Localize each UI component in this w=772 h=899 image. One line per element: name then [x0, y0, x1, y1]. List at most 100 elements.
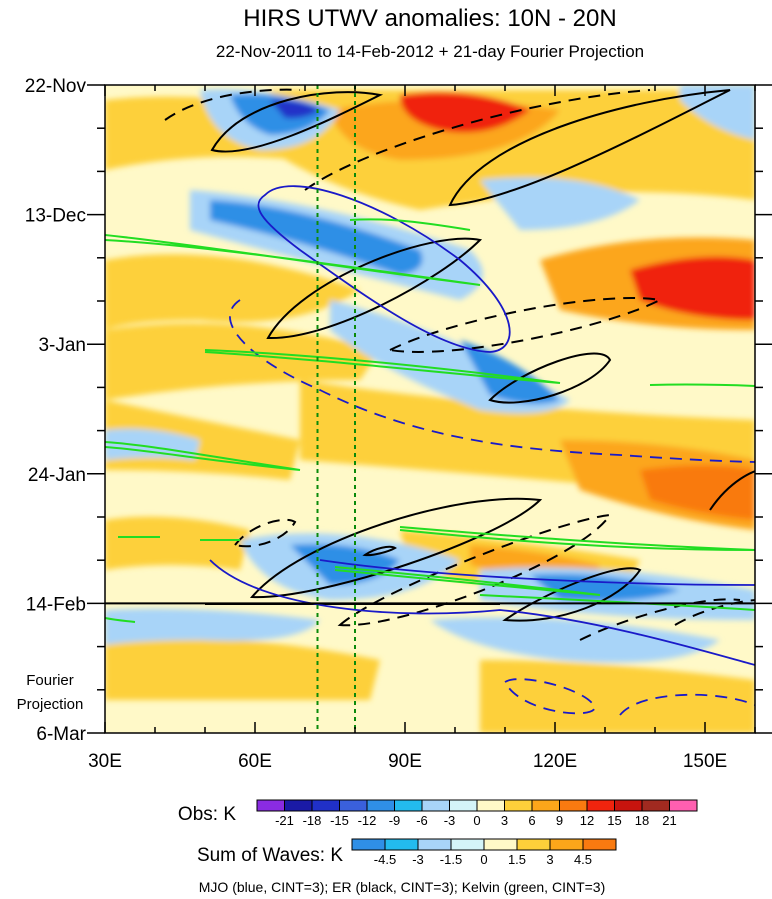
colorbar-label: 15: [607, 813, 621, 828]
colorbar-box: [384, 838, 419, 851]
cool-anomaly: [270, 99, 320, 119]
er-contour: [210, 91, 384, 153]
er-contour: [709, 470, 755, 511]
warm-anomaly: [480, 660, 755, 733]
footnote: MJO (blue, CINT=3); ER (black, CINT=3); …: [199, 879, 606, 895]
er-contour: [448, 89, 731, 207]
plot-frame: [104, 84, 756, 734]
colorbar-label: -15: [330, 813, 349, 828]
colorbar-label: 1.5: [508, 852, 526, 867]
y-tick-label: 22-Nov: [25, 76, 87, 97]
colorbar-label: -4.5: [374, 852, 396, 867]
er-contour: [249, 497, 543, 599]
projection-label-line1: Fourier: [26, 672, 74, 689]
er-contours: [164, 88, 755, 641]
warm-anomaly: [105, 637, 380, 700]
colorbar-label: 4.5: [574, 852, 592, 867]
colorbar-label: 12: [580, 813, 594, 828]
colorbar-box: [531, 799, 560, 812]
y-axis: 22-Nov 13-Dec 3-Jan 24-Jan 14-Feb 6-Mar: [25, 76, 772, 745]
colorbar-box: [311, 799, 340, 812]
cool-anomaly: [460, 340, 560, 404]
obs-colorbar: -21 -18 -15 -12 -9 -6 -3 0 3 6 9 12 15 18 21: [256, 799, 698, 828]
er-contour-dashed: [304, 89, 651, 191]
colorbar-box: [256, 799, 285, 812]
colorbar-label: -21: [275, 813, 294, 828]
mjo-contour: [209, 559, 755, 666]
colorbar-label: 3: [546, 852, 553, 867]
x-tick-label: 120E: [533, 751, 577, 772]
colorbar-box: [476, 799, 505, 812]
colorbar-box: [582, 838, 617, 851]
y-tick-label: 3-Jan: [38, 335, 86, 356]
x-tick-label: 150E: [683, 751, 727, 772]
colorbar-box: [421, 799, 450, 812]
er-contour: [266, 237, 483, 340]
colorbar-box: [284, 799, 313, 812]
er-contour-dashed: [337, 513, 613, 627]
kelvin-contour: [334, 566, 601, 596]
chart-subtitle: 22-Nov-2011 to 14-Feb-2012 + 21-day Four…: [216, 42, 644, 61]
kelvin-contour: [105, 617, 136, 623]
mjo-contour-dashed: [229, 299, 755, 463]
y-tick-label: 24-Jan: [28, 465, 86, 486]
cool-anomaly: [105, 428, 200, 460]
er-contour-dashed: [233, 518, 297, 548]
warm-anomaly: [105, 254, 360, 330]
warm-anomaly: [105, 516, 250, 570]
colorbar-label: 6: [528, 813, 535, 828]
kelvin-contour: [105, 441, 301, 471]
colorbar-box: [351, 838, 386, 851]
warm-anomaly: [640, 465, 755, 520]
x-tick-label: 30E: [88, 751, 122, 772]
warm-anomaly: [630, 256, 755, 320]
kelvin-contour: [399, 526, 755, 551]
mjo-contour: [319, 559, 755, 586]
colorbar-box: [641, 799, 670, 812]
colorbar-box: [504, 799, 533, 812]
colorbar-label: 0: [473, 813, 480, 828]
colorbar-label: 0: [480, 852, 487, 867]
warm-anomaly: [105, 400, 300, 480]
kelvin-contour: [204, 349, 561, 384]
colorbar-label: 3: [501, 813, 508, 828]
projection-label-line2: Projection: [17, 696, 84, 713]
cool-anomaly: [480, 177, 640, 230]
colorbar-box: [559, 799, 588, 812]
cool-anomaly: [210, 200, 423, 275]
cool-anomaly: [430, 617, 720, 663]
colorbar-label: -1.5: [440, 852, 462, 867]
x-axis: 30E 60E 90E 120E 150E: [88, 85, 756, 772]
colorbar-label: -9: [389, 813, 401, 828]
y-tick-label: 6-Mar: [36, 724, 86, 745]
colorbar-label: -18: [303, 813, 322, 828]
chart-title: HIRS UTWV anomalies: 10N - 20N: [243, 5, 616, 32]
mjo-contours: [209, 185, 755, 716]
colorbar-box: [483, 838, 518, 851]
kelvin-contour: [349, 218, 471, 231]
waves-colorbar: -4.5 -3 -1.5 0 1.5 3 4.5: [351, 838, 617, 867]
colorbar-label: -3: [412, 852, 424, 867]
colorbar-box: [449, 799, 478, 812]
cool-anomaly: [105, 608, 320, 645]
colorbar-label: -6: [416, 813, 428, 828]
er-contour: [362, 545, 397, 557]
obs-legend-label: Obs: K: [178, 804, 236, 825]
colorbar-box: [549, 838, 584, 851]
waves-legend-label: Sum of Waves: K: [197, 845, 343, 866]
colorbar-box: [614, 799, 643, 812]
y-tick-label: 13-Dec: [25, 206, 86, 227]
colorbar-label: -3: [444, 813, 456, 828]
mjo-contour-dashed: [619, 693, 755, 716]
colorbar-box: [394, 799, 423, 812]
colorbar-label: -12: [358, 813, 377, 828]
reference-longitudes: [316, 85, 356, 733]
colorbar-box: [366, 799, 395, 812]
cool-anomaly: [680, 85, 755, 140]
plot-area: [105, 85, 755, 733]
colorbar-box: [417, 838, 452, 851]
warm-anomaly: [400, 92, 530, 133]
kelvin-contour: [649, 383, 755, 387]
mjo-contour-dashed: [503, 678, 596, 715]
